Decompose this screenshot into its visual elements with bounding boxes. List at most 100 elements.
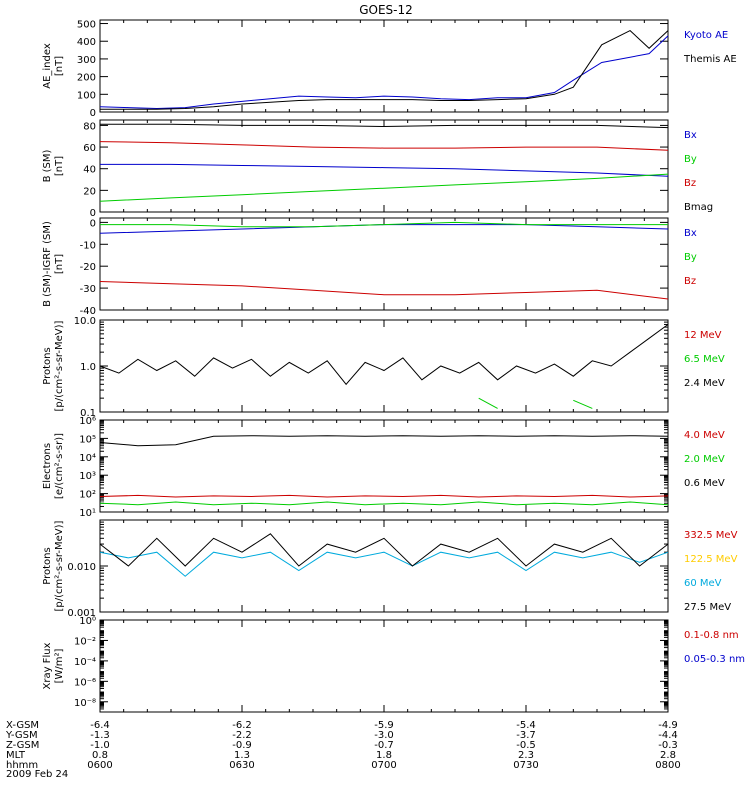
series-line-2 (478, 397, 593, 409)
y-axis-label: [nT] (54, 254, 65, 274)
y-axis-label: [nT] (54, 156, 65, 176)
panel-frame (99, 319, 669, 413)
footer-value: 1.8 (376, 750, 392, 761)
footer-date: 2009 Feb 24 (6, 769, 68, 780)
y-tick-label: 300 (77, 55, 96, 66)
y-tick-label: 400 (77, 37, 96, 48)
panel-frame (99, 19, 669, 113)
panel-6: 0.001 0.010 Protons [p/(cm²-s-sr-MeV)] 332.5… (42, 519, 738, 619)
y-tick-label: 20 (83, 186, 96, 197)
y-axis-label: Protons (42, 347, 53, 384)
legend-label: 0.05-0.3 nm (684, 654, 745, 665)
y-axis-label: B (SM)-IGRF (SM) (42, 221, 53, 307)
footer-value: -2.2 (232, 730, 252, 741)
footer-value: 0630 (229, 760, 254, 771)
footer-value: -0.3 (658, 740, 678, 751)
legend-label: By (684, 252, 697, 263)
y-tick-label: 10⁶ (79, 416, 96, 427)
series-line-3 (99, 281, 669, 300)
y-tick-label: 10² (79, 490, 96, 501)
panel-4: 0.1 1.0 10.0 Protons [p/(cm²-s-sr-MeV)] 12 Me… (42, 316, 725, 419)
y-axis-label: Xray Flux (42, 642, 53, 689)
legend-label: Bx (684, 130, 697, 141)
series-line-2 (100, 221, 668, 228)
y-tick-label: 10⁻⁶ (74, 677, 96, 688)
legend-label: Bz (684, 178, 696, 189)
footer-value: -5.4 (516, 720, 536, 731)
y-axis-label: [nT] (54, 56, 65, 76)
series-line-1 (99, 224, 669, 234)
legend-label: 122.5 MeV (684, 554, 738, 565)
y-tick-label: 60 (83, 143, 96, 154)
series-line-1 (99, 35, 669, 110)
legend-label: 60 MeV (684, 578, 722, 589)
y-tick-label: 500 (77, 20, 96, 31)
legend-label: Bmag (684, 202, 713, 213)
legend-label: 27.5 MeV (684, 602, 731, 613)
series-line-1 (99, 494, 669, 498)
footer-value: -0.9 (232, 740, 252, 751)
footer-value: -1.3 (90, 730, 110, 741)
y-tick-label: 10⁻⁴ (74, 657, 96, 668)
series-line-3 (99, 141, 669, 151)
legend-label: 0.6 MeV (684, 478, 725, 489)
y-tick-label: 10⁴ (79, 453, 96, 464)
series-line-3 (99, 435, 669, 447)
y-tick-label: 100 (77, 90, 96, 101)
footer-value: 2.3 (518, 750, 534, 761)
y-tick-label: 200 (77, 73, 96, 84)
y-axis-label: Electrons (42, 443, 53, 489)
y-tick-label: -20 (80, 262, 96, 273)
y-tick-label: 0 (90, 218, 96, 229)
legend-label: 4.0 MeV (684, 430, 725, 441)
footer-value: -6.2 (232, 720, 252, 731)
y-tick-label: -10 (80, 240, 96, 251)
y-axis-label: B (SM) (42, 149, 53, 182)
footer-value: 2.8 (660, 750, 676, 761)
series-line-4 (99, 533, 669, 567)
panel-frame (99, 419, 669, 513)
footer-value: -4.9 (658, 720, 678, 731)
series-line-3 (99, 551, 669, 577)
footer-row-label: hhmm (6, 760, 38, 771)
y-tick-label: 0.010 (67, 562, 96, 573)
y-axis-label: [p/(cm²-s-sr-MeV)] (54, 520, 65, 611)
footer-value: 0600 (87, 760, 112, 771)
y-tick-label: 1.0 (80, 362, 96, 373)
legend-label: 0.1-0.8 nm (684, 630, 739, 641)
y-tick-label: 40 (83, 165, 96, 176)
y-axis-label: [p/(cm²-s-sr-MeV)] (54, 320, 65, 411)
legend-label: 12 MeV (684, 330, 722, 341)
footer-value: -5.9 (374, 720, 394, 731)
y-tick-label: 0.001 (67, 608, 96, 619)
panel-2: 0 20 40 60 80 B (SM) [nT] Bx By Bz Bmag (42, 119, 713, 219)
y-tick-label: 10⁰ (79, 616, 96, 627)
panel-3: 0 -10 -20 -30 -40 B (SM)-IGRF (SM) [nT] Bx By Bz (42, 217, 697, 317)
panel-frame (99, 217, 669, 311)
legend-label: Kyoto AE (684, 30, 728, 41)
y-tick-label: -40 (80, 306, 96, 317)
plot-title: GOES-12 (359, 3, 413, 17)
y-tick-label: 10⁻² (74, 636, 96, 647)
panel-5: 10¹ 10² 10³ 10⁴ 10⁵ 10⁶ Electrons [e/(cm²-s-sr)… (42, 416, 725, 519)
y-axis-label: Protons (42, 547, 53, 584)
footer-value: -4.4 (658, 730, 678, 741)
legend-label: Bx (684, 228, 697, 239)
panel-7: 10⁰ 10⁻² 10⁻⁴ 10⁻⁶ 10⁻⁸ Xray Flux [W/m²] 0.1-0.… (42, 616, 745, 713)
legend-label: 2.4 MeV (684, 378, 725, 389)
footer-value: -6.4 (90, 720, 110, 731)
y-axis-label: [e/(cm²-s-sr)] (54, 433, 65, 499)
panel-frame (99, 119, 669, 213)
y-tick-label: 0 (90, 108, 96, 119)
footer-value: -0.5 (516, 740, 536, 751)
y-tick-label: 10.0 (74, 316, 96, 327)
legend-label: By (684, 154, 697, 165)
footer-value: -3.7 (516, 730, 536, 741)
footer-value: -3.0 (374, 730, 394, 741)
legend-label: Bz (684, 276, 696, 287)
footer-value: -1.0 (90, 740, 110, 751)
series-line-3 (99, 324, 669, 386)
footer-value: 0730 (513, 760, 538, 771)
y-tick-label: 0.1 (80, 408, 96, 419)
